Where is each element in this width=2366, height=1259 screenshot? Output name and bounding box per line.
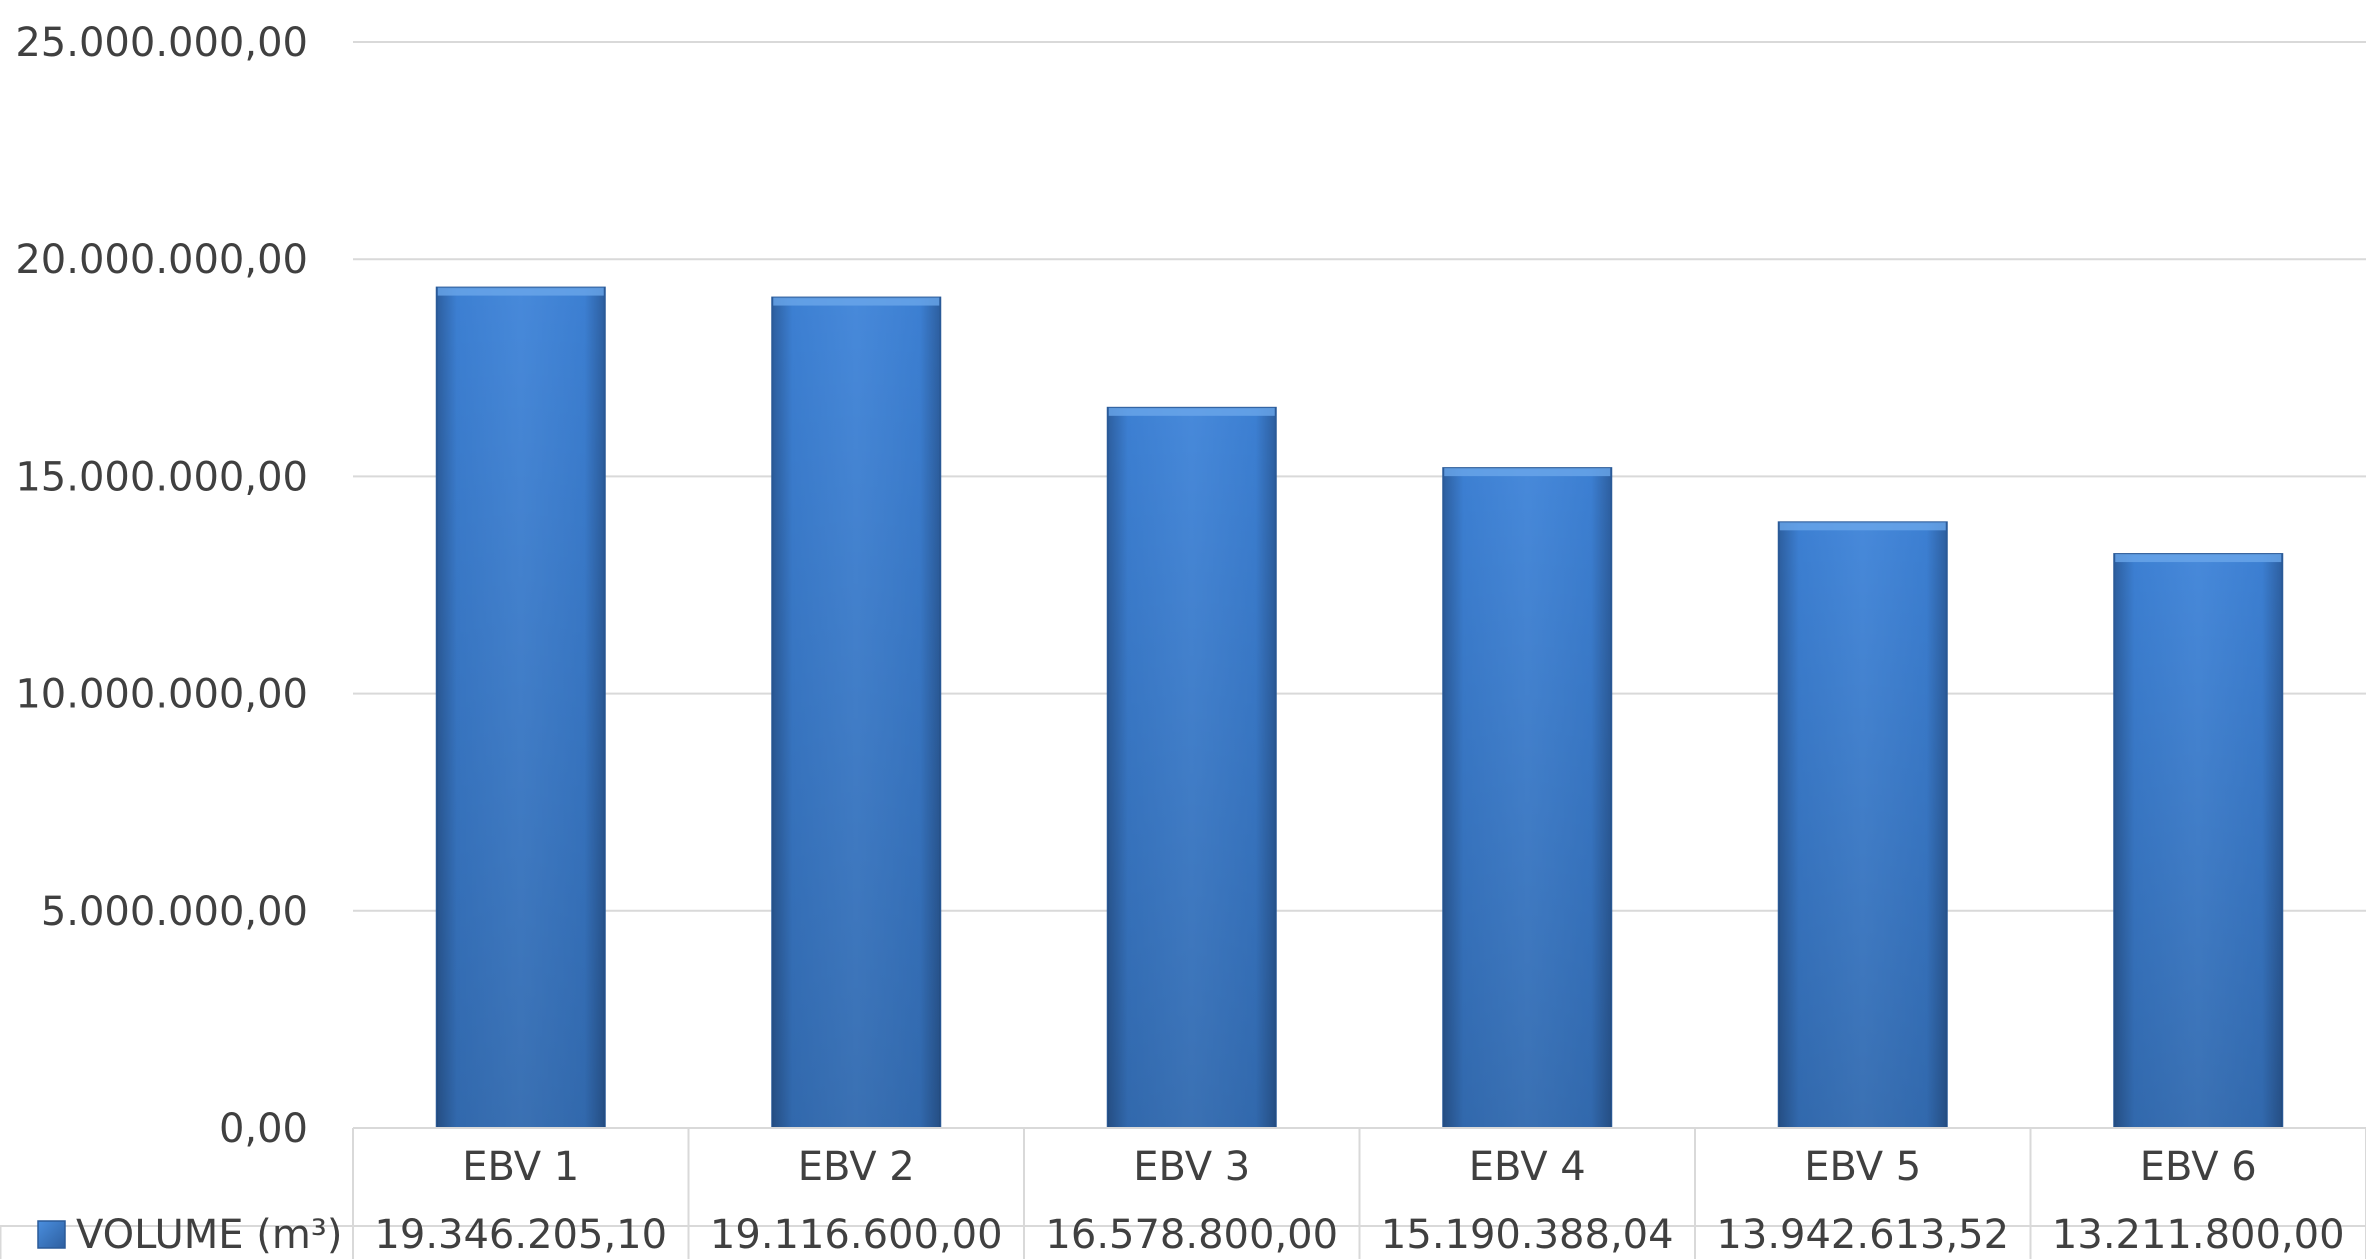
data-table: EBV 1 19.346.205,10 EBV 2 19.116.600,00 EBV … — [0, 1127, 2366, 1259]
bar — [1106, 406, 1277, 1129]
bar — [771, 296, 942, 1129]
bar-series — [435, 286, 2284, 1130]
table-cell-value: 19.116.600,00 — [710, 1212, 1003, 1258]
category-label: EBV 2 — [798, 1144, 915, 1190]
y-tick-label: 10.000.000,00 — [15, 672, 308, 718]
category-label: EBV 5 — [1804, 1144, 1921, 1190]
y-tick-label: 0,00 — [219, 1106, 308, 1152]
category-label: EBV 3 — [1133, 1144, 1250, 1190]
y-tick-label: 20.000.000,00 — [15, 237, 308, 283]
bar-top-highlight — [1108, 407, 1275, 416]
bar — [435, 286, 606, 1130]
y-tick-label: 15.000.000,00 — [15, 454, 308, 500]
table-cell-value: 13.942.613,52 — [1716, 1212, 2009, 1258]
category-label: EBV 1 — [462, 1144, 579, 1190]
legend-label: VOLUME (m³) — [76, 1212, 342, 1258]
bar-shade — [1443, 468, 1612, 1129]
bar — [1777, 521, 1948, 1129]
bar — [2113, 553, 2284, 1129]
category-label: EBV 4 — [1469, 1144, 1586, 1190]
bar-top-highlight — [773, 297, 940, 306]
bar-top-highlight — [1444, 468, 1611, 477]
y-tick-label: 25.000.000,00 — [15, 20, 308, 66]
bar-top-highlight — [437, 287, 604, 296]
table-cell-value: 13.211.800,00 — [2052, 1212, 2345, 1258]
table-cell-value: 15.190.388,04 — [1381, 1212, 1674, 1258]
y-axis: 0,00 5.000.000,00 10.000.000,00 15.000.000,… — [15, 20, 308, 1152]
bar-shade — [436, 287, 605, 1129]
gridlines — [353, 41, 2366, 912]
bar-shade — [1778, 522, 1947, 1128]
y-tick-label: 5.000.000,00 — [41, 889, 308, 935]
bar-shade — [772, 297, 941, 1128]
bar-top-highlight — [1779, 522, 1946, 531]
legend-swatch — [37, 1220, 66, 1249]
bar — [1442, 467, 1613, 1130]
bar-top-highlight — [2115, 554, 2282, 563]
category-label: EBV 6 — [2140, 1144, 2257, 1190]
bar-shade — [2114, 554, 2283, 1128]
table-cell-value: 19.346.205,10 — [374, 1212, 667, 1258]
bar-shade — [1107, 407, 1276, 1129]
table-cell-value: 16.578.800,00 — [1045, 1212, 1338, 1258]
